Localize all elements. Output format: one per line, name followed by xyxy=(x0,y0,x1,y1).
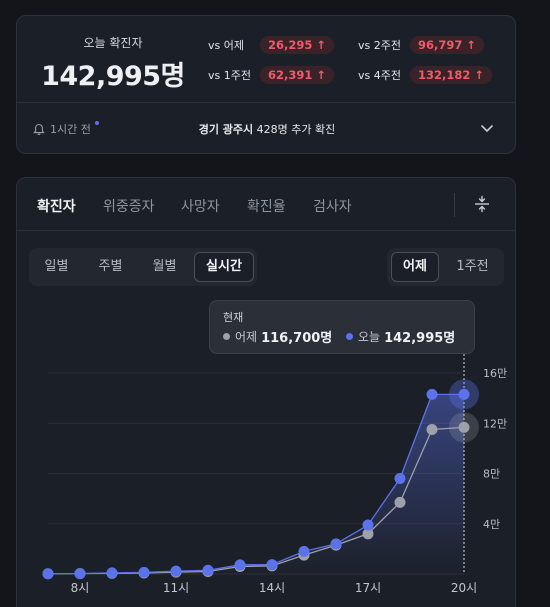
chevron-down-icon[interactable] xyxy=(479,120,495,136)
yesterday-point xyxy=(362,528,374,540)
legend-dot-today xyxy=(346,333,353,340)
x-tick-label: 14시 xyxy=(259,581,285,595)
news-text: 경기 광주시 428명 추가 확진 xyxy=(17,121,517,137)
new-indicator-dot xyxy=(95,121,99,125)
compare-4-weeks: vs 4주전 132,182 ↑ xyxy=(358,65,493,85)
today-point xyxy=(42,568,54,580)
today-point xyxy=(362,519,374,531)
compare-badge: 132,182 ↑ xyxy=(410,66,493,84)
x-tick-label: 17시 xyxy=(355,581,381,595)
compare-badge: 62,391 ↑ xyxy=(260,66,335,84)
x-tick-label: 11시 xyxy=(163,581,189,595)
yesterday-point xyxy=(426,424,438,436)
today-point xyxy=(394,473,406,485)
compare-badge: 96,797 ↑ xyxy=(410,36,485,54)
y-tick-label: 8만 xyxy=(483,468,500,481)
today-point xyxy=(234,559,246,571)
compare-label: 2주전 xyxy=(373,39,401,52)
today-point xyxy=(266,559,278,571)
vs-prefix: vs xyxy=(208,69,221,82)
y-tick-label: 4만 xyxy=(483,518,500,531)
period-selector: 일별 주별 월별 실시간 xyxy=(29,248,257,286)
compare-1-week-option[interactable]: 1주전 xyxy=(456,259,489,274)
today-point xyxy=(170,565,182,577)
tab-deaths[interactable]: 사망자 xyxy=(181,199,220,215)
today-cases-value: 142,995명 xyxy=(41,61,185,92)
vs-prefix: vs xyxy=(358,69,371,82)
tooltip-today: 오늘 142,995명 xyxy=(346,327,455,346)
tab-divider xyxy=(454,193,455,217)
tab-positivity-rate[interactable]: 확진율 xyxy=(247,199,286,215)
today-cases-label: 오늘 확진자 xyxy=(83,36,143,50)
today-point xyxy=(458,388,470,400)
today-point xyxy=(330,538,342,550)
compare-yesterday-option[interactable]: 어제 xyxy=(391,252,439,282)
period-realtime[interactable]: 실시간 xyxy=(194,252,254,282)
today-point xyxy=(74,567,86,579)
today-point xyxy=(106,567,118,579)
news-bar[interactable]: 1시간 전 경기 광주시 428명 추가 확진 xyxy=(17,104,515,154)
line-chart[interactable]: 4만 8만 12만 16만 8시 11시 14시 17시 20시 xyxy=(17,178,517,607)
period-weekly[interactable]: 주별 xyxy=(98,259,123,274)
today-area xyxy=(48,394,464,574)
vs-prefix: vs xyxy=(358,39,371,52)
today-point xyxy=(426,388,438,400)
y-tick-label: 12만 xyxy=(483,417,507,430)
y-tick-label: 16만 xyxy=(483,367,507,380)
chart-tooltip: 현재 어제 116,700명 오늘 142,995명 xyxy=(209,300,475,354)
compare-label: 어제 xyxy=(223,39,244,52)
filter-icon[interactable] xyxy=(473,195,491,213)
tooltip-yesterday-label: 어제 xyxy=(235,330,258,344)
legend-dot-yesterday xyxy=(223,333,230,340)
tooltip-today-value: 142,995명 xyxy=(384,331,456,346)
tab-tested[interactable]: 검사자 xyxy=(313,199,352,215)
period-monthly[interactable]: 월별 xyxy=(152,259,177,274)
summary-stats: 오늘 확진자 142,995명 vs 어제 26,295 ↑ vs 2주전 96… xyxy=(17,16,515,103)
yesterday-point xyxy=(394,496,406,508)
tooltip-yesterday-value: 116,700명 xyxy=(261,331,333,346)
tooltip-yesterday: 어제 116,700명 xyxy=(223,327,332,346)
yesterday-point xyxy=(458,421,470,433)
tab-confirmed[interactable]: 확진자 xyxy=(37,199,76,215)
tooltip-title: 현재 xyxy=(223,311,244,324)
news-region: 경기 광주시 xyxy=(198,123,254,136)
x-tick-label: 8시 xyxy=(71,581,90,595)
today-point xyxy=(298,545,310,557)
compare-label: 4주전 xyxy=(373,69,401,82)
tab-critical[interactable]: 위중증자 xyxy=(103,199,155,215)
x-tick-label: 20시 xyxy=(451,581,477,595)
vs-prefix: vs xyxy=(208,39,221,52)
compare-label: 1주전 xyxy=(223,69,251,82)
tooltip-today-label: 오늘 xyxy=(358,330,381,344)
update-time: 1시간 전 xyxy=(50,123,91,136)
chart-card: 확진자 위중증자 사망자 확진율 검사자 일별 주별 월별 실시간 어제 1주전… xyxy=(16,177,516,607)
bell-icon xyxy=(33,123,45,135)
period-daily[interactable]: 일별 xyxy=(44,259,69,274)
metric-tabs: 확진자 위중증자 사망자 확진율 검사자 xyxy=(17,178,515,231)
compare-1-week: vs 1주전 62,391 ↑ xyxy=(208,65,335,85)
compare-badge: 26,295 ↑ xyxy=(260,36,335,54)
summary-card: 오늘 확진자 142,995명 vs 어제 26,295 ↑ vs 2주전 96… xyxy=(16,15,516,154)
compare-selector: 어제 1주전 xyxy=(387,248,504,286)
today-point xyxy=(138,566,150,578)
news-detail: 428명 추가 확진 xyxy=(256,123,336,136)
compare-yesterday: vs 어제 26,295 ↑ xyxy=(208,35,335,55)
today-point xyxy=(202,564,214,576)
compare-2-weeks: vs 2주전 96,797 ↑ xyxy=(358,35,485,55)
